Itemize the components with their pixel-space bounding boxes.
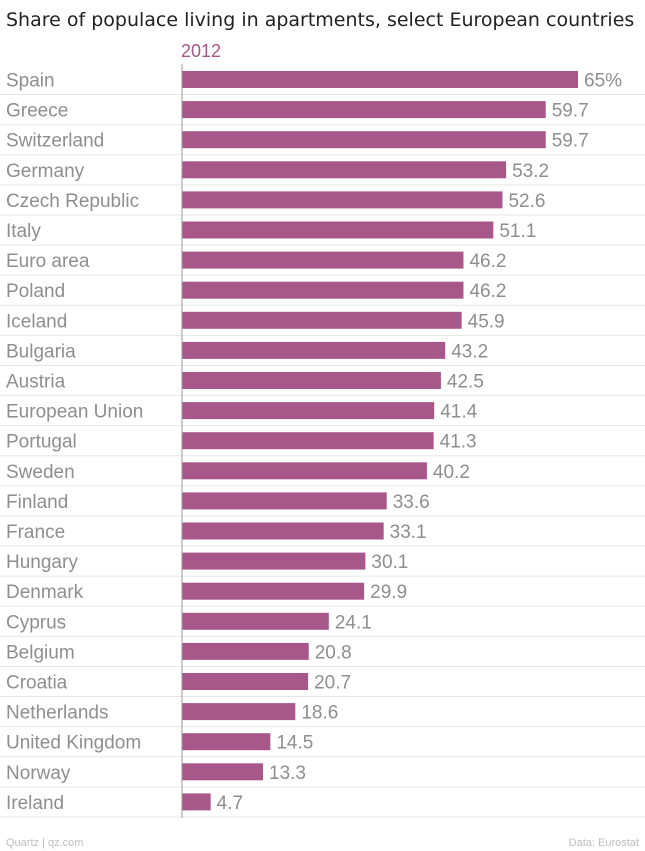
value-label: 52.6 bbox=[508, 191, 545, 212]
bar-iceland bbox=[182, 311, 462, 329]
category-label: Ireland bbox=[6, 793, 64, 814]
value-label: 53.2 bbox=[512, 161, 549, 182]
value-label: 40.2 bbox=[433, 462, 470, 483]
category-label: Germany bbox=[6, 161, 85, 182]
value-label: 30.1 bbox=[371, 552, 408, 573]
series-label-2012: 2012 bbox=[181, 41, 221, 61]
category-label: United Kingdom bbox=[6, 733, 141, 754]
value-label: 33.6 bbox=[393, 492, 430, 513]
source-credit: Quartz | qz.com bbox=[6, 837, 83, 849]
gridlines bbox=[0, 94, 645, 818]
category-label: Cyprus bbox=[6, 612, 66, 633]
bar-poland bbox=[182, 281, 464, 299]
value-label: 14.5 bbox=[276, 733, 313, 754]
category-label: Sweden bbox=[6, 462, 75, 483]
value-label: 51.1 bbox=[499, 221, 536, 242]
bar-sweden bbox=[182, 462, 427, 480]
category-label: Poland bbox=[6, 281, 65, 302]
chart-title: Share of populace living in apartments, … bbox=[6, 9, 634, 31]
category-label: Italy bbox=[6, 221, 41, 242]
value-label: 18.6 bbox=[301, 703, 338, 724]
category-label: Iceland bbox=[6, 311, 67, 332]
bar-croatia bbox=[182, 673, 309, 690]
category-label: Portugal bbox=[6, 432, 77, 453]
value-label: 24.1 bbox=[335, 612, 372, 633]
category-label: Austria bbox=[6, 372, 66, 393]
value-label: 42.5 bbox=[447, 372, 484, 393]
bar-belgium bbox=[182, 642, 309, 660]
category-label: Netherlands bbox=[6, 703, 108, 724]
category-label: European Union bbox=[6, 402, 143, 423]
category-label: Spain bbox=[6, 71, 55, 92]
category-label: Belgium bbox=[6, 642, 75, 663]
category-label: Czech Republic bbox=[6, 191, 139, 212]
value-label: 4.7 bbox=[217, 793, 243, 814]
value-label: 41.4 bbox=[440, 402, 477, 423]
category-labels: Spain Greece Switzerland Germany Czech Repub… bbox=[6, 71, 143, 814]
bar-austria bbox=[182, 372, 441, 389]
bar-norway bbox=[182, 763, 264, 781]
bar-united-kingdom bbox=[182, 733, 271, 751]
bars bbox=[182, 71, 578, 811]
value-label: 46.2 bbox=[469, 251, 506, 272]
bar-spain bbox=[182, 71, 578, 88]
bar-germany bbox=[182, 161, 507, 179]
category-label: Finland bbox=[6, 492, 68, 513]
category-label: Norway bbox=[6, 763, 71, 784]
value-label: 41.3 bbox=[440, 432, 477, 453]
value-labels: 65%59.759.753.252.651.146.246.245.943.24… bbox=[217, 71, 622, 814]
bar-denmark bbox=[182, 582, 365, 600]
bar-euro-area bbox=[182, 251, 464, 269]
category-label: Euro area bbox=[6, 251, 90, 272]
bar-portugal bbox=[182, 432, 434, 450]
value-label: 20.8 bbox=[315, 642, 352, 663]
bar-ireland bbox=[182, 793, 211, 811]
bar-finland bbox=[182, 492, 387, 510]
category-label: Switzerland bbox=[6, 131, 104, 152]
value-label: 45.9 bbox=[468, 311, 505, 332]
category-label: Croatia bbox=[6, 673, 68, 694]
bar-hungary bbox=[182, 552, 366, 570]
category-label: Greece bbox=[6, 101, 68, 122]
bar-france bbox=[182, 522, 384, 540]
data-source: Data: Eurostat bbox=[569, 837, 639, 849]
category-label: Bulgaria bbox=[6, 341, 76, 362]
value-label: 43.2 bbox=[451, 341, 488, 362]
value-label: 59.7 bbox=[552, 131, 589, 152]
category-label: France bbox=[6, 522, 65, 543]
value-label: 20.7 bbox=[314, 673, 351, 694]
bar-italy bbox=[182, 221, 494, 239]
bar-cyprus bbox=[182, 612, 329, 630]
value-label: 65% bbox=[584, 71, 622, 92]
value-label: 46.2 bbox=[469, 281, 506, 302]
category-label: Hungary bbox=[6, 552, 78, 573]
bar-netherlands bbox=[182, 703, 296, 721]
value-label: 29.9 bbox=[370, 582, 407, 603]
bar-switzerland bbox=[182, 131, 546, 149]
category-label: Denmark bbox=[6, 582, 84, 603]
value-label: 59.7 bbox=[552, 101, 589, 122]
value-label: 33.1 bbox=[390, 522, 427, 543]
bar-european-union bbox=[182, 402, 435, 420]
value-label: 13.3 bbox=[269, 763, 306, 784]
bar-czech-republic bbox=[182, 191, 503, 209]
bar-greece bbox=[182, 101, 546, 119]
bar-bulgaria bbox=[182, 341, 446, 359]
